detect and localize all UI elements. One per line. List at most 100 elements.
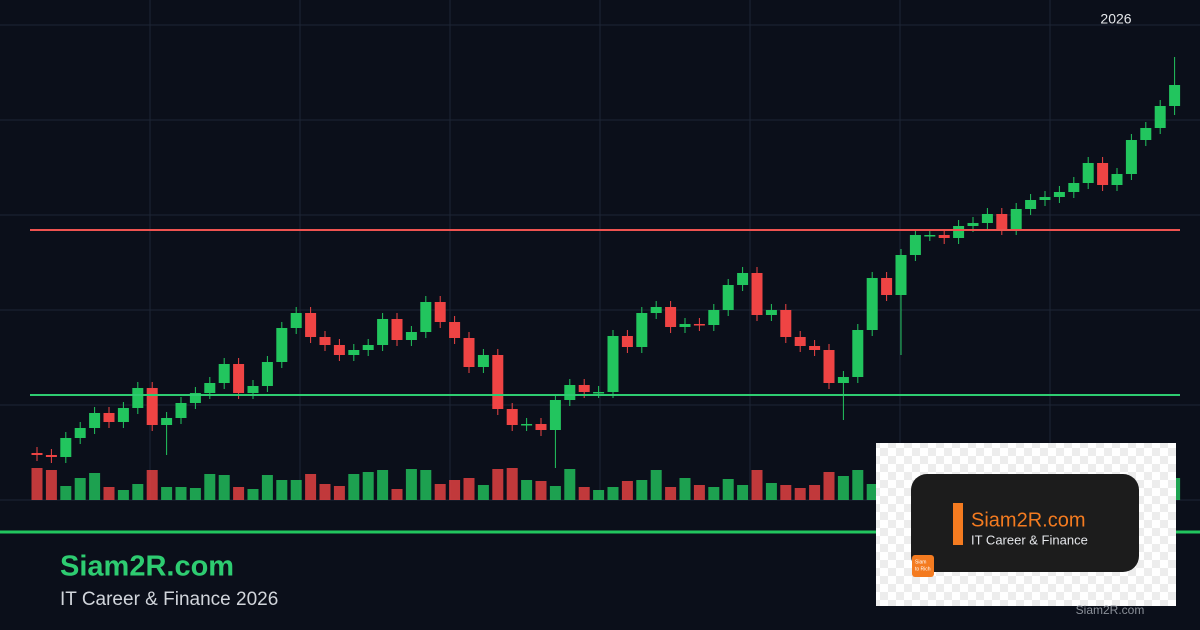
volume-bar — [449, 480, 461, 500]
candle-body — [636, 313, 648, 347]
candle-body — [981, 214, 993, 223]
candle-body — [420, 302, 432, 332]
logo-bar — [953, 503, 963, 545]
candle-body — [175, 403, 187, 418]
candle-body — [1068, 183, 1080, 192]
candle-body — [996, 214, 1008, 229]
candle-body — [765, 310, 777, 315]
logo-name: Siam2R.com — [971, 509, 1085, 531]
candle-body — [751, 273, 763, 315]
candle-body — [1082, 163, 1094, 183]
logo-card — [911, 474, 1139, 572]
logo: Siam2R.com IT Career & Finance Siam to R… — [876, 443, 1176, 606]
volume-bar — [722, 479, 734, 500]
candle-body — [1140, 128, 1152, 140]
candle-body — [837, 377, 849, 383]
candle-body — [31, 453, 43, 455]
candle-body — [449, 322, 461, 338]
volume-bar — [261, 475, 273, 500]
volume-bar — [578, 487, 590, 500]
candle-body — [722, 285, 734, 310]
candle-body — [693, 324, 705, 326]
volume-bar — [89, 473, 101, 500]
volume-bar — [794, 488, 806, 500]
volume-bar — [103, 487, 115, 500]
candle-body — [391, 319, 403, 340]
candle-body — [477, 355, 489, 367]
volume-bar — [362, 472, 374, 500]
candle-body — [333, 345, 345, 355]
logo-badge-text: Siam — [915, 559, 926, 565]
candle-body — [708, 310, 720, 325]
footer-title: Siam2R.com — [60, 551, 234, 583]
volume-bar — [405, 469, 417, 500]
volume-bar — [492, 469, 504, 500]
volume-bar — [333, 486, 345, 500]
candle-body — [218, 364, 230, 383]
candle-body — [45, 455, 57, 457]
candle-body — [780, 310, 792, 337]
volume-bar — [45, 470, 57, 500]
candle-body — [189, 393, 201, 403]
volume-bar — [737, 485, 749, 500]
volume-bar — [204, 474, 216, 500]
volume-bar — [434, 484, 446, 500]
candle-body — [377, 319, 389, 345]
volume-bar — [521, 480, 533, 500]
candle-body — [549, 400, 561, 430]
volume-bar — [665, 487, 677, 500]
candle-body — [621, 336, 633, 347]
volume-bar — [74, 478, 86, 500]
volume-bar — [837, 476, 849, 500]
volume-bar — [60, 486, 72, 500]
candle-body — [204, 383, 216, 393]
candle-body — [89, 413, 101, 428]
candle-body — [866, 278, 878, 330]
candle-body — [593, 392, 605, 394]
volume-bar — [146, 470, 158, 500]
volume-bar — [780, 485, 792, 500]
candle-body — [434, 302, 446, 322]
candle-body — [247, 386, 259, 393]
volume-bar — [650, 470, 662, 500]
candle-body — [290, 313, 302, 328]
candle-body — [1169, 85, 1181, 106]
volume-bar — [765, 483, 777, 500]
volume-bar — [549, 486, 561, 500]
candle-body — [233, 364, 245, 393]
candle-body — [823, 350, 835, 383]
watermark: Siam2R.com — [1076, 603, 1145, 617]
candle-body — [521, 424, 533, 426]
candle-body — [132, 388, 144, 408]
volume-bar — [564, 469, 576, 500]
candle-body — [117, 408, 129, 422]
candle-body — [319, 337, 331, 345]
candle-body — [1097, 163, 1109, 185]
volume-bar — [809, 485, 821, 500]
candle-body — [1010, 209, 1022, 229]
candle-body — [492, 355, 504, 409]
candle-body — [679, 324, 691, 327]
volume-bar — [161, 487, 173, 500]
volume-bar — [636, 480, 648, 500]
volume-bar — [117, 490, 129, 500]
candle-body — [1025, 200, 1037, 209]
candle-body — [924, 235, 936, 237]
volume-bar — [175, 487, 187, 500]
volume-bar — [607, 487, 619, 500]
volume-bar — [751, 470, 763, 500]
candle-body — [650, 307, 662, 313]
candle-body — [1053, 192, 1065, 197]
volume-bar — [377, 470, 389, 500]
volume-bar — [823, 472, 835, 500]
volume-bar — [132, 484, 144, 500]
volume-bar — [506, 468, 518, 500]
volume-bar — [247, 489, 259, 500]
candle-body — [1125, 140, 1137, 174]
candle-body — [953, 226, 965, 238]
volume-bar — [348, 474, 360, 500]
volume-bar — [621, 481, 633, 500]
volume-bar — [420, 470, 432, 500]
